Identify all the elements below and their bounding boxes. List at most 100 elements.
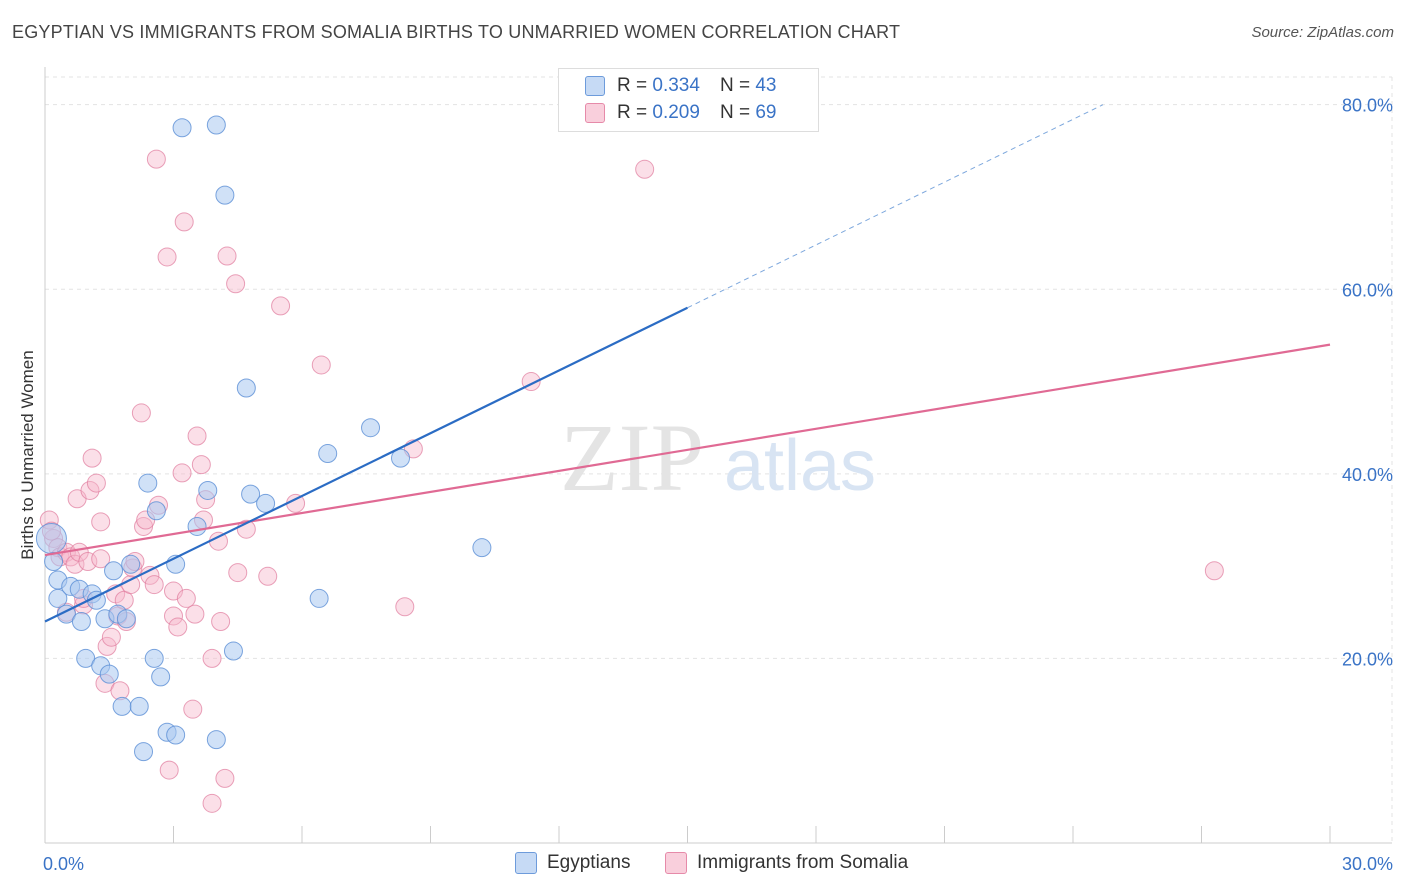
somalia-point	[271, 296, 291, 316]
egyptians-point	[151, 667, 171, 687]
egyptians-point	[76, 648, 96, 668]
egyptians-point	[144, 648, 164, 668]
bottom-legend-swatch-somalia	[665, 852, 687, 874]
somalia-point	[91, 512, 111, 532]
somalia-point	[101, 627, 121, 647]
egyptians-point	[44, 552, 64, 572]
watermark: ZIP atlas	[560, 404, 876, 511]
watermark-atlas: atlas	[724, 426, 876, 506]
egyptians-trend-extension	[687, 104, 1104, 309]
somalia-point	[110, 681, 130, 701]
somalia-point	[144, 575, 164, 595]
watermark-zip: ZIP	[560, 404, 704, 511]
somalia-trend-line	[44, 343, 1331, 557]
bottom-legend-somalia: Immigrants from Somalia	[665, 852, 908, 874]
trend-lines	[44, 104, 1331, 623]
somalia-point	[226, 274, 246, 294]
somalia-point	[174, 212, 194, 232]
egyptians-point	[206, 115, 226, 135]
egyptians-point	[472, 538, 492, 558]
egyptians-point	[223, 641, 243, 661]
legend-r-value: 0.334	[652, 75, 700, 96]
legend-n-label: N =	[719, 102, 751, 123]
tick-labels: 20.0% 40.0% 60.0% 80.0% 0.0% 30.0%	[43, 96, 1393, 874]
somalia-point	[228, 563, 248, 583]
egyptians-point	[198, 480, 218, 500]
egyptians-point	[241, 484, 261, 504]
x-tick-label: 30.0%	[1342, 854, 1393, 874]
y-tick-label: 40.0%	[1342, 465, 1393, 485]
somalia-point	[80, 480, 100, 500]
somalia-point	[121, 575, 141, 595]
somalia-point	[311, 355, 331, 375]
legend-row-egyptians: R = 0.334 N = 43	[585, 73, 776, 99]
axes	[44, 67, 1392, 844]
legend-row-somalia: R = 0.209 N = 69	[585, 100, 776, 126]
egyptians-point	[129, 696, 149, 716]
somalia-point	[164, 606, 183, 626]
somalia-point	[1204, 561, 1224, 581]
somalia-point	[187, 426, 207, 446]
somalia-point	[172, 463, 192, 483]
somalia-point	[131, 403, 151, 423]
bottom-legend-swatch-egyptians	[515, 852, 537, 874]
somalia-point	[635, 159, 655, 179]
egyptians-point	[361, 418, 381, 438]
stats-legend: R = 0.334 N = 43 R = 0.209 N = 69	[558, 68, 819, 132]
egyptians-point	[71, 612, 91, 632]
egyptians-point	[172, 118, 192, 138]
x-tick-label: 0.0%	[43, 854, 84, 874]
egyptians-point	[309, 588, 329, 608]
egyptians-point	[236, 378, 256, 398]
legend-r-value: 0.209	[652, 102, 700, 123]
somalia-point	[159, 760, 179, 780]
legend-n-value: 43	[755, 75, 777, 96]
y-tick-label: 80.0%	[1342, 96, 1393, 116]
somalia-point	[168, 617, 188, 637]
bottom-legend-label-egyptians: Egyptians	[547, 852, 631, 873]
legend-r-label: R =	[617, 75, 648, 96]
somalia-point	[97, 636, 117, 656]
source-label: Source: ZipAtlas.com	[1251, 24, 1394, 41]
somalia-point	[211, 612, 231, 632]
somalia-point	[217, 246, 237, 266]
egyptians-point	[146, 501, 166, 521]
somalia-point	[157, 247, 177, 267]
y-axis-label: Births to Unmarried Women	[18, 350, 37, 560]
somalia-point	[146, 149, 166, 169]
bottom-legend-label-somalia: Immigrants from Somalia	[697, 852, 909, 873]
egyptians-point	[256, 493, 276, 513]
gridlines	[45, 76, 1393, 843]
y-tick-label: 20.0%	[1342, 649, 1393, 669]
egyptians-point	[166, 725, 186, 745]
y-tick-label: 60.0%	[1342, 280, 1393, 300]
egyptians-point	[104, 561, 124, 581]
egyptians-point	[35, 522, 67, 554]
legend-n-value: 69	[755, 102, 777, 123]
egyptians-point	[121, 554, 141, 574]
legend-n-label: N =	[719, 75, 751, 96]
egyptians-point	[112, 696, 132, 716]
egyptians-point	[206, 730, 226, 750]
bottom-legend-egyptians: Egyptians	[515, 852, 630, 874]
somalia-point	[86, 473, 106, 493]
somalia-point	[183, 699, 203, 719]
somalia-point	[91, 549, 111, 569]
somalia-point	[82, 448, 102, 468]
chart-title: EGYPTIAN VS IMMIGRANTS FROM SOMALIA BIRT…	[12, 22, 901, 42]
egyptians-point	[215, 185, 235, 205]
egyptians-point	[134, 742, 154, 762]
egyptians-trend-line	[44, 306, 688, 623]
somalia-point	[258, 566, 278, 586]
somalia-point	[176, 588, 196, 608]
somalia-point	[395, 597, 415, 617]
somalia-point	[202, 648, 222, 668]
legend-swatch-somalia	[585, 103, 605, 123]
somalia-point	[185, 604, 205, 624]
egyptians-point	[187, 516, 207, 536]
egyptians-points	[35, 115, 492, 762]
egyptians-point	[99, 664, 119, 684]
egyptians-point	[391, 448, 411, 468]
egyptians-point	[318, 444, 338, 464]
